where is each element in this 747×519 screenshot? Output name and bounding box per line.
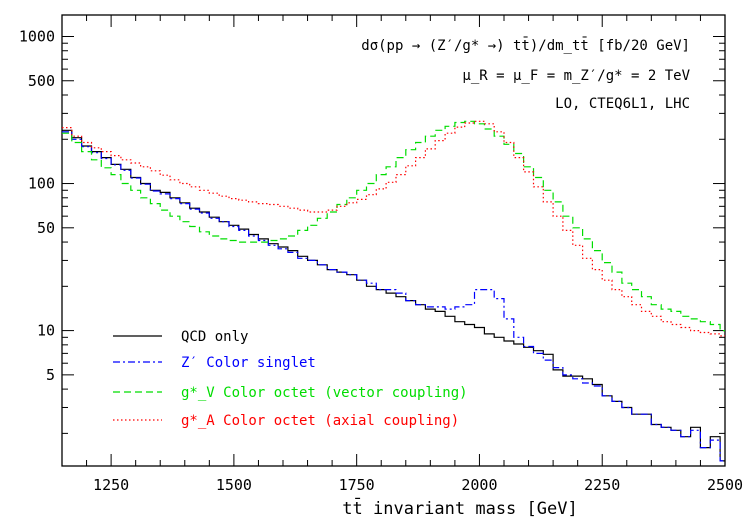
y-tick-label: 50: [37, 219, 55, 237]
legend-label-0: QCD only: [181, 329, 248, 345]
y-tick-label: 500: [28, 72, 55, 90]
y-tick-label: 1000: [19, 27, 55, 45]
legend-label-3: g*_A Color octet (axial coupling): [181, 413, 459, 429]
x-tick-label: 2250: [584, 476, 620, 494]
series-line-0: [62, 129, 725, 462]
series-line-1: [62, 131, 725, 462]
series-line-2: [62, 120, 725, 332]
annotation-line-2: μ_R = μ_F = m_Z′/g* = 2 TeV: [462, 68, 690, 84]
x-axis-title: tt̄ invariant mass [GeV]: [342, 496, 577, 519]
annotation-line-1: dσ(pp → (Z′/g* →) tt̄)/dm_tt̄ [fb/20 GeV…: [361, 36, 690, 54]
legend-label-1: Z′ Color singlet: [181, 355, 316, 371]
legend-label-2: g*_V Color octet (vector coupling): [181, 385, 468, 401]
legend: QCD only Z′ Color singlet g*_V Color octet…: [113, 329, 468, 429]
y-tick-label: 100: [28, 175, 55, 193]
y-tick-label: 5: [46, 366, 55, 384]
series-layer: [62, 120, 725, 462]
axis-ticks: 1250 1500 1750 2000 2250 2500 5 10 50 100 500 1000: [19, 15, 743, 494]
x-tick-label: 1500: [216, 476, 252, 494]
x-tick-label: 1250: [93, 476, 129, 494]
annotation-block: dσ(pp → (Z′/g* →) tt̄)/dm_tt̄ [fb/20 GeV…: [361, 36, 690, 112]
series-line-3: [62, 120, 725, 337]
y-tick-label: 10: [37, 322, 55, 340]
x-tick-label: 1750: [339, 476, 375, 494]
x-tick-label: 2500: [707, 476, 743, 494]
x-tick-label: 2000: [461, 476, 497, 494]
annotation-line-3: LO, CTEQ6L1, LHC: [555, 96, 690, 112]
plot-frame: [61, 14, 726, 467]
